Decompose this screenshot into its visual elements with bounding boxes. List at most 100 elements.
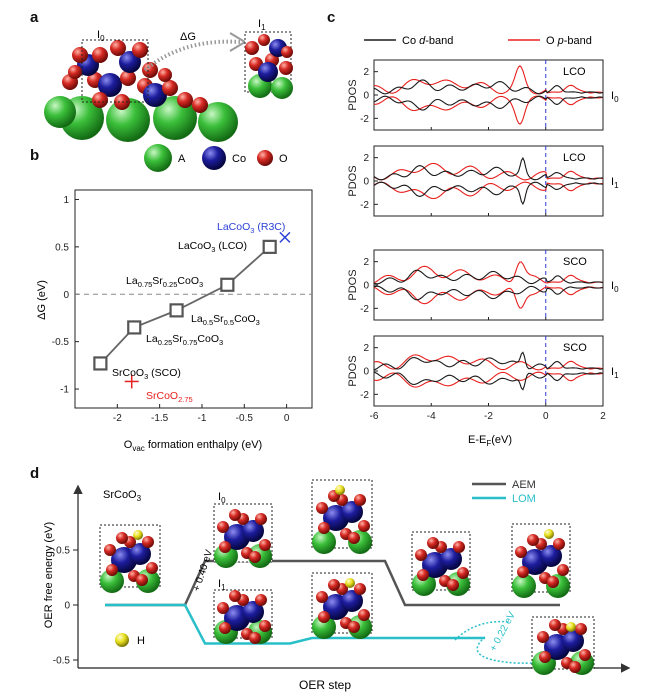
- thumb-atom-o: [318, 611, 330, 623]
- chart-b-xtick-label: 0: [284, 413, 290, 424]
- legend-co-label: Co d-band: [402, 35, 453, 47]
- pdos-xtick-label: -6: [370, 411, 379, 422]
- thumb-atom-o: [348, 532, 360, 544]
- pdos-ytick-label: 2: [363, 153, 369, 164]
- chart-b-ytick-label: -1: [60, 385, 69, 396]
- slab-atom-co-10: [143, 83, 167, 107]
- state-i1-d-label: I1: [218, 578, 226, 592]
- thumb-atom-o: [557, 564, 569, 576]
- state-i0-label: I0: [97, 29, 105, 43]
- chart-b-xtick-label: -0.5: [236, 413, 254, 424]
- thumb-atom-o: [255, 594, 267, 606]
- structure-thumbnail-7: [531, 616, 595, 675]
- slab-atom-o-17: [92, 47, 108, 63]
- thumb-atom-o: [229, 509, 241, 521]
- chart-c-xlabel: E-EF(eV): [468, 434, 512, 448]
- thumb-atom-o: [579, 649, 591, 661]
- i1-atom-cluster: [245, 34, 293, 99]
- slab-atom-o-11: [162, 80, 178, 96]
- thumb-atom-o: [447, 579, 459, 591]
- pdos-ytick-label: 0: [363, 281, 369, 292]
- pdos-xtick-label: -2: [484, 411, 493, 422]
- chart-d-series: [105, 559, 563, 664]
- chart-d-ytick-label: 0.5: [56, 546, 70, 557]
- pdos-ytick-label: -2: [360, 390, 369, 401]
- pdos-co-curve: [373, 156, 603, 181]
- i0-selection-box: [81, 39, 149, 103]
- pdos-co-curve: [373, 95, 604, 111]
- pdos-ytick-label: 0: [363, 91, 369, 102]
- chart-b-point-x-b: [279, 231, 291, 243]
- thumb-atom-co: [129, 543, 151, 565]
- chart-b-frame: [74, 189, 313, 409]
- slab-atom-o-8: [120, 70, 136, 86]
- chart-c-legend: Co d-band O p-band: [364, 35, 592, 47]
- aem-barrier-label: + 0.40 eV: [191, 548, 215, 593]
- thumb-atom-o: [217, 521, 229, 533]
- slab-atom-o-12: [177, 92, 193, 108]
- thumb-atom-h: [133, 530, 143, 540]
- chart-b-free-energy-vs-enthalpy: -2 -1.5 -1 -0.5 0 1 0.5 0 -0.5 -1 ΔG (eV) Ovac fo…: [36, 189, 313, 453]
- thumb-atom-h: [335, 485, 345, 495]
- thumb-atom-o: [316, 591, 328, 603]
- chart-b-point: [127, 320, 142, 335]
- chart-b-point: [262, 239, 277, 254]
- lom-return-path: [476, 636, 563, 664]
- slab-atom-a-4: [44, 96, 76, 128]
- atom-a-label: A: [178, 153, 186, 165]
- thumb-atom-a: [312, 615, 336, 639]
- thumb-atom-a: [100, 569, 124, 593]
- pdos-state-label: I0: [611, 90, 619, 104]
- chart-d-legend: AEM LOM: [472, 479, 536, 505]
- pdos-co-curve: [373, 269, 604, 285]
- pdos-ytick-label: -2: [360, 114, 369, 125]
- pdos-o-curve: [373, 261, 604, 284]
- pdos-ytick-label: 2: [363, 343, 369, 354]
- transition-arrow-head: [229, 32, 247, 52]
- thumb-atom-o: [553, 538, 565, 550]
- thumb-atom-h: [566, 622, 576, 632]
- thumb-atom-o: [104, 544, 116, 556]
- chart-d-ylabel: OER free energy (eV): [43, 522, 55, 628]
- chart-b-point: [220, 277, 235, 292]
- state-i1-label: I1: [258, 18, 266, 32]
- thumb-atom-o: [249, 632, 261, 644]
- point-label-la025: La0.25Sr0.75CoO3: [146, 333, 223, 347]
- chart-d-oer-free-energy: 0.5 0 -0.5 OER free energy (eV) OER step S…: [43, 479, 631, 692]
- lom-barrier-arrow: [454, 620, 509, 641]
- i1-atom-o-9: [281, 46, 293, 58]
- structure-thumbnail-2: [311, 479, 373, 554]
- chart-b-xtick-label: -2: [113, 413, 122, 424]
- thumb-atom-o: [515, 546, 527, 558]
- chart-b-point: [93, 356, 108, 371]
- pdos-xtick-label: -4: [427, 411, 436, 422]
- legend-lom-label: LOM: [512, 493, 536, 505]
- pdos-panels: 20-2PDOSLCOI020-2PDOSLCOI120-2PDOSSCOI02…: [347, 59, 619, 422]
- panel-a-structures: I0 ΔG I1: [44, 18, 293, 142]
- thumb-atom-a: [312, 530, 336, 554]
- slab-atom-o-19: [110, 40, 126, 56]
- pdos-o-curve: [373, 371, 604, 388]
- pdos-material-label: SCO: [563, 256, 587, 268]
- pdos-xtick-label: 0: [543, 411, 549, 422]
- thumb-atom-o: [348, 621, 360, 633]
- thumb-atom-o: [517, 566, 529, 578]
- thumb-atom-o: [249, 551, 261, 563]
- thumb-atom-o: [358, 609, 370, 621]
- pdos-o-curve: [373, 354, 604, 371]
- thumb-atom-o: [146, 562, 158, 574]
- point-label-lco-r3c: LaCoO3 (R3C): [217, 221, 285, 235]
- structure-thumbnail-6: [311, 572, 373, 639]
- pdos-ytick-label: -2: [360, 200, 369, 211]
- thumb-atom-o: [328, 579, 340, 591]
- thumb-atom-o: [537, 631, 549, 643]
- atom-legend: A Co O: [144, 144, 288, 172]
- legend-aem-label: AEM: [512, 479, 536, 491]
- chart-d-ticks: 0.5 0 -0.5: [53, 546, 78, 667]
- lom-barrier-label: + 0.22 eV: [488, 610, 518, 654]
- thumb-atom-o: [136, 574, 148, 586]
- point-label-lco: LaCoO3 (LCO): [178, 240, 247, 254]
- chart-b-ticks: -2 -1.5 -1 -0.5 0 1 0.5 0 -0.5 -1: [52, 195, 290, 424]
